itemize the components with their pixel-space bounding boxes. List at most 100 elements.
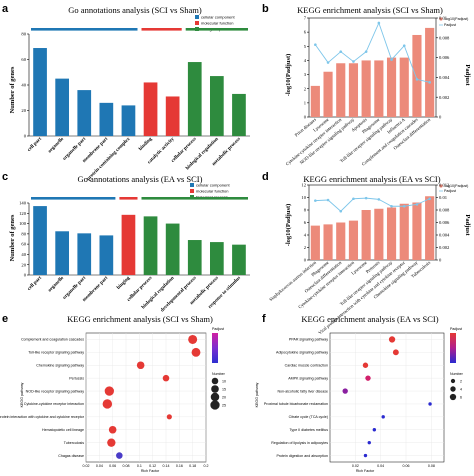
chart-f-size-legend-title: Number (450, 372, 464, 376)
padjust-point (326, 198, 330, 202)
plot-frame (329, 332, 445, 463)
group-band-bp (141, 197, 248, 200)
y2-tick-label: 0.002 (439, 95, 450, 100)
y-tick-label: Non-alcoholic fatty liver disease (277, 389, 328, 393)
legend-mf-label: molecular function (201, 21, 233, 26)
padjust-line (314, 21, 430, 83)
chart-c-legend: cellular component molecular function bi… (190, 183, 230, 200)
y-tick-label: 4 (304, 58, 307, 63)
y-tick-label: 60 (21, 57, 26, 62)
bar (99, 102, 114, 136)
bar (348, 63, 359, 117)
size-legend-circle (211, 377, 219, 385)
x-tick-label: organelle (48, 136, 66, 154)
y-tick-label: Cytokine-cytokine receptor interaction (24, 402, 84, 406)
group-band-cc (31, 28, 138, 31)
bar (77, 233, 92, 275)
bubble (188, 334, 198, 344)
group-band-bp (185, 28, 248, 31)
chart-c-ylabel: Number of genes (9, 214, 16, 261)
panel-label-d: d (262, 171, 269, 183)
y-tick-label: Protein digestion and absorption (276, 454, 328, 458)
x-tick-label: organelle (48, 275, 66, 293)
chart-f-color-legend-title: Padjust (450, 327, 462, 331)
y-tick-label: 2 (304, 245, 307, 250)
bubble (342, 388, 348, 394)
legend-b-line-label: Padjust (444, 23, 456, 27)
size-legend-circle (210, 400, 220, 410)
y2-tick-label: 0.006 (439, 55, 450, 60)
bubble (107, 438, 116, 447)
padjust-point (377, 21, 381, 25)
chart-a: Go annotations analysis (SCI vs Sham) Nu… (9, 5, 250, 182)
bar (232, 244, 246, 275)
chart-b-title: KEGG enrichment analysis (SCI vs Sham) (297, 5, 443, 15)
bar (310, 85, 320, 117)
bar (425, 27, 435, 117)
bar (348, 220, 359, 260)
y-tick-label: 10 (301, 195, 306, 200)
y-tick-label: Adipocytokine signaling pathway (276, 351, 328, 355)
bubble (116, 452, 123, 459)
padjust-point (364, 50, 368, 53)
padjust-point (339, 50, 343, 53)
y-tick-label: 40 (21, 252, 26, 257)
y-tick-label: PPAR signaling pathway (289, 338, 328, 342)
bar (386, 57, 397, 117)
bar (425, 196, 435, 260)
chart-e-size-legend-title: Number (212, 372, 226, 376)
chart-d-ylabel: -log10(Padjust) (285, 204, 292, 247)
y2-tick-label: 0.004 (439, 75, 450, 80)
legend-cc-swatch (195, 15, 199, 19)
legend-b-bar-swatch (439, 17, 443, 21)
bubble (365, 375, 371, 381)
bubble (102, 399, 113, 409)
chart-e-color-legend-title: Padjust (212, 327, 224, 331)
padjust-colorbar (450, 333, 456, 363)
bar (310, 225, 320, 260)
y-tick-label: 3 (304, 72, 307, 77)
y2-tick-label: 0 (439, 258, 442, 263)
y-tick-label: 20 (21, 108, 26, 113)
padjust-point (428, 197, 431, 201)
y-tick-label: Type II diabetes mellitus (289, 428, 328, 432)
y-tick-label: 100 (19, 221, 27, 226)
x-tick-label: binging (116, 276, 131, 291)
chart-d-y2label: Padjust (464, 214, 471, 236)
y-tick-label: 0 (24, 273, 27, 278)
y2-tick-label: 0.008 (439, 35, 450, 40)
y-tick-label: Chagas disease (58, 454, 84, 458)
legend-c-mf-label: molecular function (196, 189, 228, 194)
y-tick-label: 80 (21, 231, 26, 236)
bubble (363, 453, 368, 458)
y-tick-label: 1 (304, 100, 307, 105)
size-legend-label: 20 (222, 395, 226, 399)
plot-frame (85, 332, 207, 463)
panel-label-e: e (2, 313, 8, 325)
x-tick-label: 0.06 (403, 464, 410, 468)
bar (187, 62, 202, 136)
chart-c-title: Go annotations analysis (EA vs SCI) (78, 174, 203, 184)
padjust-point (415, 203, 419, 206)
y-tick-label: 0 (24, 134, 27, 139)
x-tick-label: Cytokine-cytokine receptor interaction (285, 116, 343, 166)
bar (55, 231, 70, 275)
padjust-point (402, 44, 406, 48)
size-legend-circle (450, 386, 456, 392)
chart-d: KEGG enrichment analysis (EA vs SCI) -lo… (268, 174, 471, 335)
chart-f: KEGG enrichment analysis (EA vs SCI) KEG… (255, 314, 464, 473)
padjust-point (326, 61, 330, 64)
padjust-point (428, 81, 431, 84)
size-legend-circle (210, 392, 220, 402)
y-tick-label: 0 (304, 115, 307, 120)
legend-cc-label: cellular component (201, 15, 235, 20)
x-tick-label: binding (138, 137, 153, 152)
plot-frame (308, 17, 437, 118)
padjust-point (415, 78, 419, 81)
bar (77, 90, 92, 136)
bar (412, 34, 422, 117)
bubble (428, 402, 432, 406)
y2-tick-label: 0.004 (439, 233, 450, 238)
x-tick-label: 0.06 (109, 464, 116, 468)
y-tick-label: 140 (19, 201, 27, 206)
